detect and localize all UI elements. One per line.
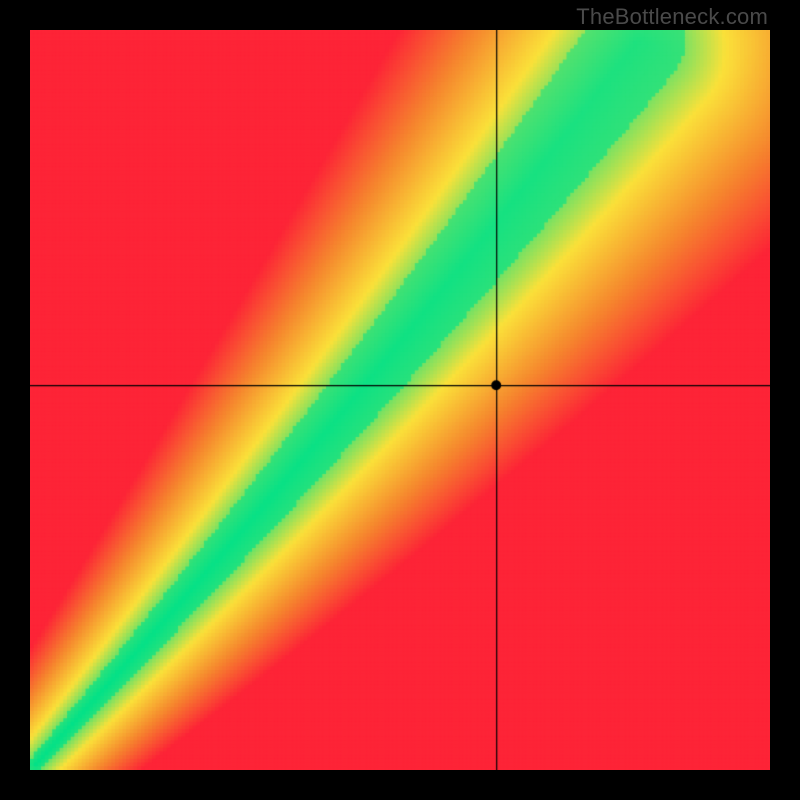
bottleneck-heatmap (30, 30, 770, 770)
plot-area (30, 30, 770, 770)
watermark-text: TheBottleneck.com (576, 4, 768, 30)
